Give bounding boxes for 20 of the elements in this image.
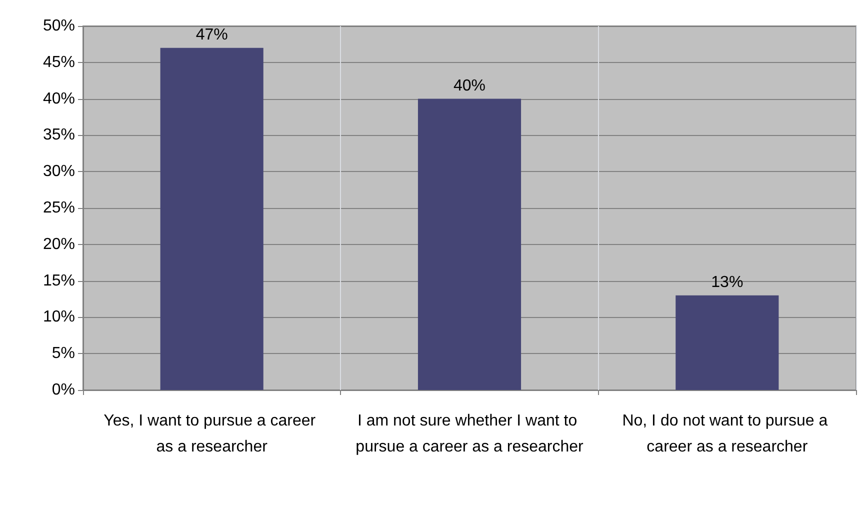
- data-label: 40%: [453, 77, 486, 94]
- bar: [160, 48, 264, 390]
- y-tick-label: 15%: [42, 272, 75, 290]
- y-tick-label: 50%: [42, 18, 75, 34]
- bar: [418, 98, 522, 390]
- y-tick-label: 20%: [42, 236, 75, 253]
- y-tick-label: 35%: [42, 126, 75, 144]
- y-tick-label: 30%: [42, 163, 75, 180]
- y-tick-label: 0%: [52, 382, 75, 398]
- y-tick-label: 25%: [42, 200, 75, 216]
- bar: [676, 295, 779, 390]
- y-tick-label: 5%: [52, 345, 75, 362]
- x-tick-label: I am not sure whether I want to pursue a career as a researcher: [356, 412, 584, 456]
- y-tick-label: 45%: [42, 54, 75, 71]
- y-tick-label: 10%: [42, 308, 75, 326]
- x-tick-label: Yes, I want to pursue a career as a researcher: [104, 412, 320, 456]
- y-tick-label: 40%: [42, 90, 75, 108]
- x-tick-label: No, I do not want to pursue a career as a researcher: [622, 412, 832, 456]
- data-label: 13%: [711, 274, 744, 291]
- data-label: 47%: [196, 26, 228, 44]
